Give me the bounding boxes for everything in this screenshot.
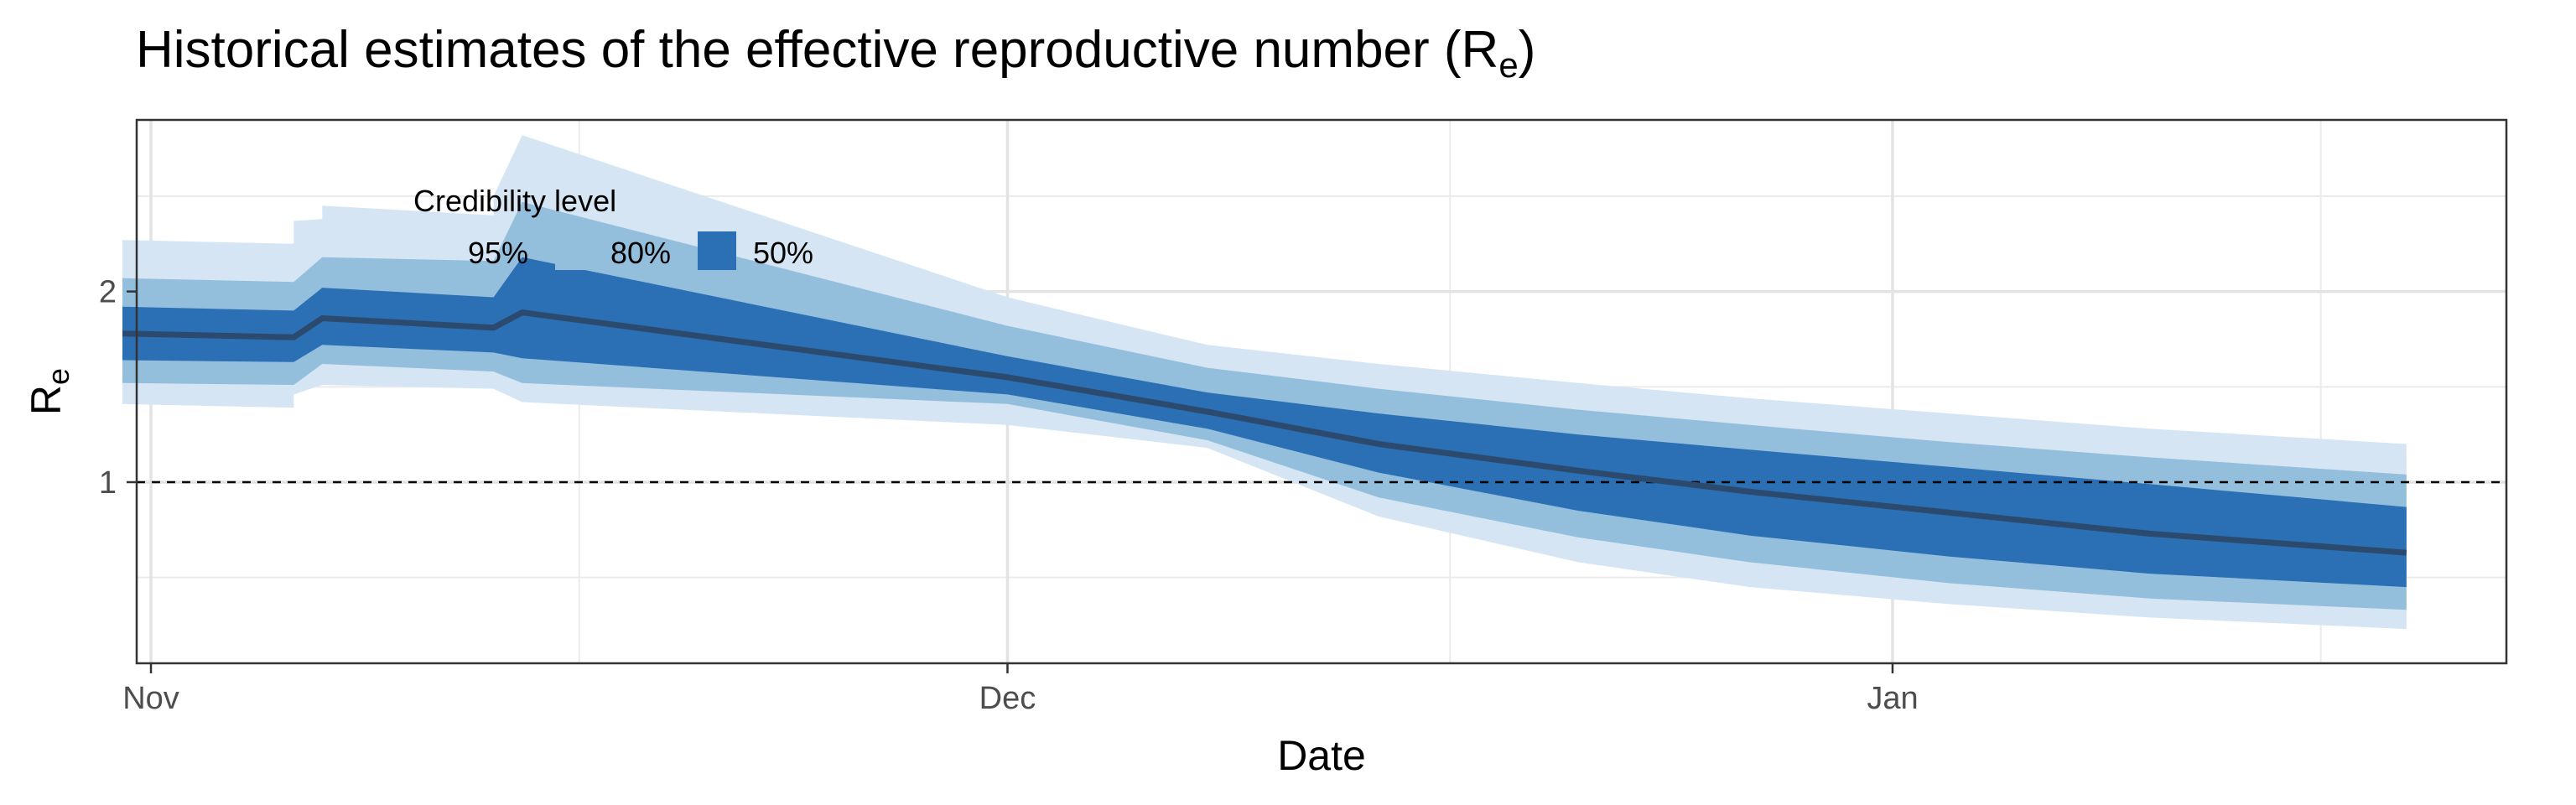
x-tick-label: Jan [1867,681,1918,716]
y-tick-label: 1 [99,465,117,501]
legend-title: Credibility level [413,184,616,218]
legend-label-95: 95% [468,236,528,270]
x-tick-label: Nov [122,681,179,716]
chart-title-suffix: ) [1519,21,1536,79]
median-and-reference [122,309,2506,556]
x-tick-label: Dec [979,681,1036,716]
axes: 1 2 Nov Dec Jan [99,275,1919,716]
median-line [122,309,2407,556]
y-tick-label: 2 [99,275,117,310]
legend-swatch-80 [555,231,594,270]
chart-title: Historical estimates of the effective re… [136,21,1535,85]
y-axis-title: Re [23,368,75,415]
legend: Credibility level 95% 80% 50% [413,184,813,270]
x-axis-title: Date [1277,732,1366,779]
legend-label-80: 80% [610,236,671,270]
y-axis-title-subscript: e [41,368,75,385]
legend-label-50: 50% [753,236,813,270]
plot-panel-border [135,118,2508,665]
chart-title-subscript: e [1498,45,1518,85]
legend-swatch-50 [698,231,736,270]
